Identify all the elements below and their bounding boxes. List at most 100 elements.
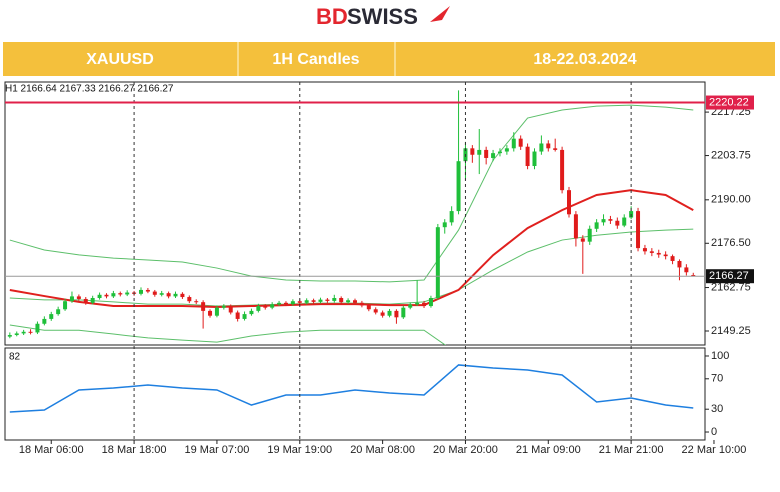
candle-body — [63, 301, 68, 310]
candle-body — [152, 291, 157, 295]
candle-body — [615, 220, 620, 226]
y-tick-label: 2176.50 — [711, 237, 751, 249]
candle-body — [208, 310, 213, 316]
candle-body — [318, 299, 323, 302]
y-tick-label: 2149.25 — [711, 325, 751, 337]
candle-body — [601, 219, 606, 223]
rsi-tick-label: 70 — [711, 373, 723, 385]
candle-body — [408, 304, 413, 308]
candle-body — [636, 211, 641, 249]
ohlc-label: H1 2166.64 2167.33 2166.27 2166.27 — [5, 84, 174, 95]
candle-body — [290, 301, 295, 305]
candle-body — [49, 314, 54, 319]
candle-body — [69, 296, 74, 302]
candle-body — [249, 310, 254, 315]
candle-body — [346, 300, 351, 303]
candle-body — [353, 300, 357, 303]
candle-body — [525, 146, 530, 167]
candle-body — [214, 307, 219, 316]
y-tick-label: 2162.75 — [711, 281, 751, 293]
candle-body — [470, 148, 475, 155]
candle-body — [283, 302, 288, 305]
candle-body — [76, 296, 81, 299]
logo-swiss: SWISS — [347, 4, 418, 29]
candle-body — [256, 306, 261, 311]
candle-body — [21, 331, 26, 334]
candle-body — [394, 310, 399, 318]
level-label: 2220.22 — [709, 96, 749, 108]
candle-body — [415, 302, 420, 305]
candle-body — [235, 312, 240, 319]
candle-body — [242, 314, 247, 319]
timeframe: 1H Candles — [272, 51, 359, 68]
candle-body — [35, 323, 40, 333]
candle-body — [332, 298, 337, 301]
candle-body — [546, 143, 551, 149]
rsi-tick-label: 0 — [711, 426, 717, 438]
candle-body — [511, 138, 516, 149]
period: 18-22.03.2024 — [533, 51, 636, 68]
candle-body — [442, 222, 447, 228]
x-tick-label: 20 Mar 20:00 — [433, 444, 498, 456]
candle-body — [28, 331, 33, 333]
candle-body — [518, 138, 523, 147]
candle-body — [42, 318, 47, 324]
candle-body — [194, 301, 199, 303]
logo-mark — [430, 6, 450, 22]
candle-body — [297, 301, 302, 303]
x-tick-label: 21 Mar 09:00 — [516, 444, 581, 456]
candle-body — [145, 289, 150, 292]
candle-body — [532, 151, 537, 167]
candle-body — [173, 293, 178, 297]
candle-body — [270, 304, 275, 308]
candle-body — [580, 238, 585, 242]
candle-body — [573, 214, 578, 239]
candle-body — [456, 161, 461, 212]
overlay-line — [9, 189, 694, 309]
candle-body — [387, 310, 392, 316]
candle-body — [504, 148, 509, 152]
candle-body — [656, 252, 661, 255]
level-tag — [706, 269, 754, 284]
candle-body — [366, 305, 371, 310]
y-tick-label: 2190.00 — [711, 194, 751, 206]
candle-body — [311, 300, 316, 302]
candle-body — [138, 289, 143, 294]
level-label: 2166.27 — [709, 270, 749, 282]
candle-body — [401, 307, 406, 318]
candle-body — [221, 306, 226, 308]
candle-body — [201, 302, 206, 311]
rsi-tick-label: 30 — [711, 403, 723, 415]
candle-body — [118, 293, 123, 295]
x-tick-label: 21 Mar 21:00 — [599, 444, 664, 456]
candle-body — [14, 333, 19, 336]
logo: BD SWISS — [316, 4, 450, 29]
x-tick-label: 18 Mar 06:00 — [19, 444, 84, 456]
candle-body — [477, 149, 482, 155]
candle-body — [104, 294, 109, 297]
indicator-area — [9, 364, 694, 413]
candle-body — [325, 299, 330, 301]
candle-body — [111, 293, 116, 297]
x-tick-label: 18 Mar 18:00 — [102, 444, 167, 456]
candle-body — [422, 302, 427, 307]
candle-body — [594, 222, 599, 229]
candle-body — [484, 149, 489, 158]
x-tick-label: 19 Mar 07:00 — [185, 444, 250, 456]
candle-body — [435, 227, 440, 299]
candle-body — [373, 309, 378, 313]
candle-body — [90, 298, 95, 303]
logo-bd: BD — [316, 4, 348, 29]
candle-body — [663, 254, 668, 257]
plot-frame — [4, 81, 706, 346]
candle-body — [449, 211, 454, 223]
candle-body — [539, 143, 544, 152]
candle-body — [691, 275, 696, 277]
rsi-tick-label: 100 — [711, 350, 729, 362]
overlay-line — [9, 104, 694, 283]
candle-body — [428, 298, 433, 307]
candle-body — [180, 293, 185, 298]
indicator-frame — [4, 347, 706, 441]
candle-body — [125, 292, 130, 295]
candle-body — [187, 297, 192, 302]
